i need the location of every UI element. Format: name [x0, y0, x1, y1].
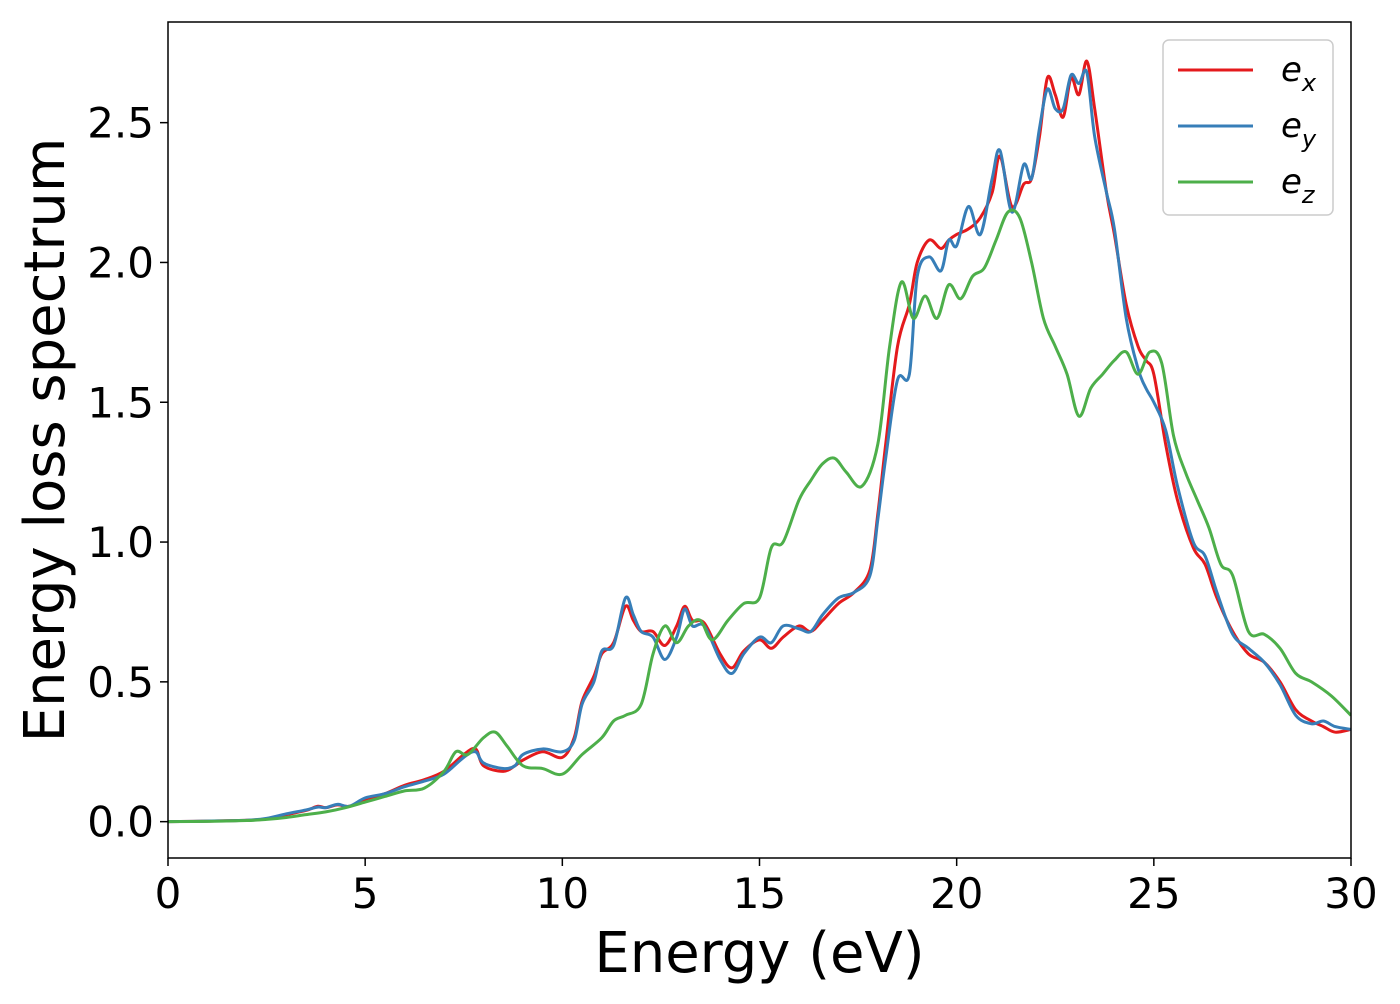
legend-label: ex [1281, 50, 1317, 97]
legend-label-subscript: x [1301, 69, 1317, 97]
y-tick-label: 2.5 [87, 99, 154, 148]
series-line-z [168, 208, 1351, 824]
legend-label-base: e [1281, 106, 1302, 146]
legend-label-subscript: y [1301, 125, 1317, 153]
legend-label-base: e [1281, 162, 1302, 202]
x-tick-label: 25 [1127, 869, 1180, 918]
x-tick-label: 30 [1324, 869, 1377, 918]
y-tick-label: 0.0 [87, 798, 154, 847]
legend-item-y: ey [1178, 106, 1317, 153]
series-line-x [168, 59, 1351, 824]
y-axis-label: Energy loss spectrum [13, 138, 78, 743]
legend-label-base: e [1281, 50, 1302, 90]
legend-label: ez [1281, 162, 1316, 209]
legend-item-x: ex [1178, 50, 1317, 97]
y-tick-label: 2.0 [87, 238, 154, 287]
y-axis: 0.0 0.5 1.0 1.5 2.0 2.5 [87, 99, 168, 847]
legend-label-subscript: z [1301, 181, 1316, 209]
y-tick-label: 1.0 [87, 518, 154, 567]
x-axis-label: Energy (eV) [594, 921, 924, 986]
x-tick-label: 5 [352, 869, 379, 918]
legend-item-z: ez [1178, 162, 1316, 209]
y-tick-label: 1.5 [87, 378, 154, 427]
x-tick-label: 20 [930, 869, 983, 918]
x-tick-label: 15 [733, 869, 786, 918]
series-layer [168, 59, 1351, 824]
y-tick-label: 0.5 [87, 658, 154, 707]
x-axis: 0 5 10 15 20 25 30 [155, 858, 1378, 918]
legend-label: ey [1281, 106, 1317, 153]
x-tick-label: 0 [155, 869, 182, 918]
x-tick-label: 10 [536, 869, 589, 918]
